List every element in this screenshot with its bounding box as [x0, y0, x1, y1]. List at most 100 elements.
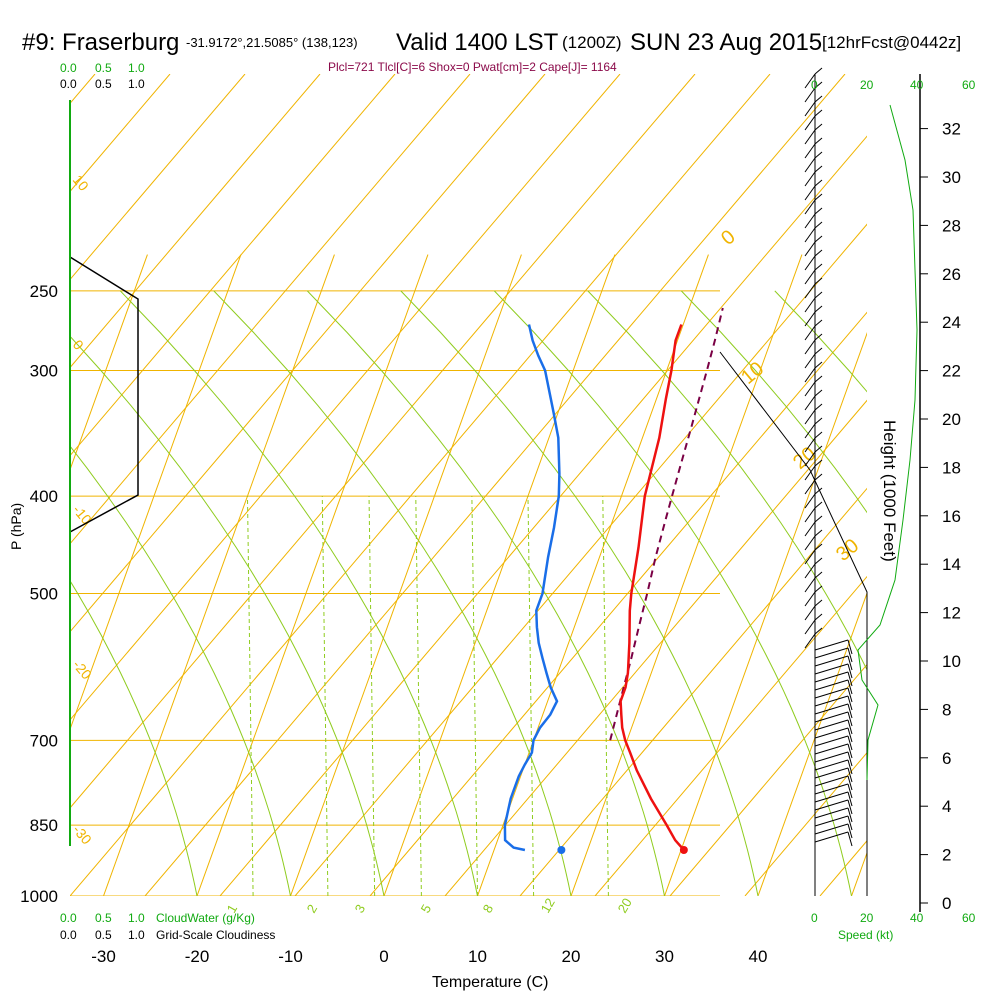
dry-adiabat-line [70, 74, 396, 457]
speed-label: Speed (kt) [838, 928, 893, 942]
wind-barb-flag [814, 403, 823, 411]
mixing-ratio-label: 20 [615, 895, 635, 915]
pressure-tick-label: 850 [30, 816, 58, 835]
height-tick-label: 14 [942, 555, 961, 574]
moist-adiabat-line [213, 290, 572, 896]
wind-barb [814, 759, 849, 771]
wind-barb [814, 735, 849, 747]
pressure-tick-label: 1000 [20, 887, 58, 906]
bottom-green-1: 0.5 [95, 911, 112, 925]
moist-adiabat-line [70, 579, 198, 896]
wind-barb-flag [847, 703, 853, 719]
height-tick-label: 10 [942, 652, 961, 671]
wind-barb-flag [814, 67, 823, 75]
wind-barb [804, 199, 816, 215]
params-line: Plcl=721 Tlcl[C]=6 Shox=0 Pwat[cm]=2 Cap… [328, 60, 617, 74]
wind-barb-flag [814, 431, 823, 439]
left-scale-green-2: 1.0 [128, 61, 145, 75]
speed-top-1: 20 [860, 78, 874, 92]
mixing-ratio-line [368, 496, 376, 896]
height-tick-label: 16 [942, 507, 961, 526]
mixing-ratio-line [602, 496, 609, 896]
pressure-ticks: 250 300 400 500 700 850 1000 [20, 282, 58, 906]
wind-barb-flag [847, 823, 853, 839]
valid-date: SUN 23 Aug 2015 [630, 29, 822, 56]
wind-barb [804, 535, 816, 551]
wind-barb [804, 423, 816, 439]
temperature-tick-label: 30 [655, 947, 674, 966]
wind-barb [814, 671, 849, 683]
wind-barb-flag [814, 207, 823, 215]
wind-barb [804, 115, 816, 131]
wind-barb [804, 549, 816, 565]
wind-barb [804, 493, 816, 509]
speed-bottom-1: 20 [860, 911, 874, 925]
cloudwater-label: CloudWater (g/Kg) [156, 911, 255, 925]
speed-top-3: 60 [962, 78, 976, 92]
dry-adiabat-line [519, 487, 867, 896]
dry-adiabat-line [70, 74, 246, 281]
wind-barb [804, 409, 816, 425]
temperature-tick-label: -30 [91, 947, 116, 966]
wind-barb-flag [814, 487, 823, 495]
moist-adiabat-line [70, 445, 291, 896]
wind-barb [814, 823, 849, 835]
surface-dewpoint-dot [557, 846, 566, 855]
wind-barb [814, 695, 849, 707]
dry-adiabat-line [744, 751, 867, 896]
wind-barb [804, 157, 816, 173]
wind-barb [814, 719, 849, 731]
pressure-tick-label: 500 [30, 584, 58, 603]
wind-barb [814, 743, 849, 755]
height-tick-label: 12 [942, 604, 961, 623]
wind-barb [814, 831, 849, 843]
wind-barb-flag [814, 81, 823, 89]
forecast-info: [12hrFcst@0442z] [822, 33, 961, 52]
wind-barb [804, 577, 816, 593]
wind-barb [814, 679, 849, 691]
wind-barb-flag [814, 235, 823, 243]
station-title: #9: Fraserburg [22, 29, 179, 56]
temperature-ticks: -30 -20 -10 0 10 20 30 40 [91, 947, 767, 966]
wind-barb [804, 479, 816, 495]
wind-barb-flag [814, 571, 823, 579]
height-tick-label: 18 [942, 458, 961, 477]
wind-barb-flag [814, 529, 823, 537]
dry-adiabat-line [70, 74, 621, 721]
wind-barb-flag [814, 389, 823, 397]
wind-barb-flag [847, 647, 853, 663]
isotherm-line [757, 591, 867, 896]
mixing-ratio-line [415, 496, 422, 896]
wind-barb-flag [847, 711, 853, 727]
mixing-ratio-line [321, 496, 329, 896]
wind-barb-flag [847, 655, 853, 671]
dry-adiabat-line [594, 575, 867, 896]
wind-barb-flag [847, 831, 853, 847]
dry-adiabat-line [0, 74, 20, 896]
wind-barbs [804, 67, 853, 847]
wind-barb-flag [814, 109, 823, 117]
temperature-tick-label: -20 [185, 947, 210, 966]
dry-adiabat-line [70, 74, 321, 369]
left-scale-black-2: 1.0 [128, 77, 145, 91]
isotherm-line [196, 254, 429, 896]
dry-adiabat-line [70, 74, 696, 809]
isotherm-line [70, 254, 148, 472]
bottom-black-0: 0.0 [60, 928, 77, 942]
mixing-ratio-line [471, 496, 478, 896]
dry-adiabat-line [219, 135, 867, 896]
profiles [503, 307, 724, 855]
wind-barb-flag [814, 291, 823, 299]
wind-barb-flag [814, 277, 823, 285]
dry-adiabat-line [70, 74, 171, 193]
mixing-ratio-label: 12 [538, 895, 558, 915]
wind-barb-flag [814, 445, 823, 453]
wind-barb [804, 87, 816, 103]
cloudiness-profile [69, 256, 139, 533]
wind-barb [814, 775, 849, 787]
wind-barb-flag [814, 319, 823, 327]
wind-barb-flag [814, 543, 823, 551]
wind-barb [814, 647, 849, 659]
wind-barb-flag [847, 815, 853, 831]
